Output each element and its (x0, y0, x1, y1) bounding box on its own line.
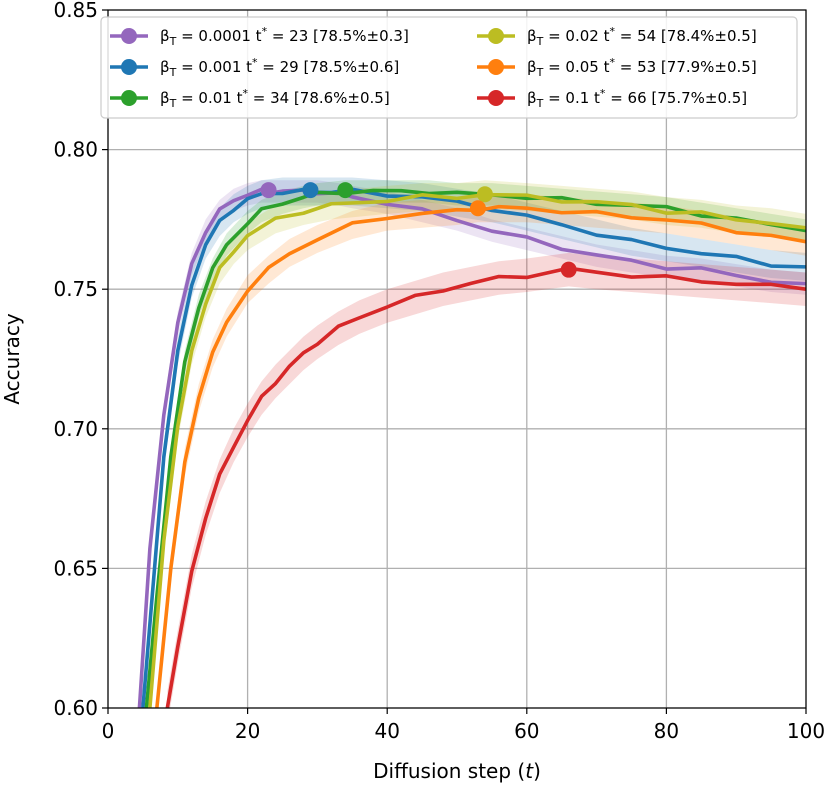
series-3-optimum-point (337, 182, 354, 199)
legend-supscript: * (609, 25, 615, 38)
series-2-band (142, 177, 806, 708)
legend-swatch-marker (488, 28, 504, 44)
y-axis-label: Accuracy (0, 313, 24, 404)
grid (107, 9, 807, 709)
series-5-optimum-point (469, 200, 486, 217)
legend-text-part: = 0.02 t (543, 27, 609, 45)
legend-box (100, 16, 798, 119)
legend-supscript: * (609, 56, 615, 69)
legend-text-part: = 34 [78.6%±0.5] (248, 89, 390, 107)
legend-label: βT = 0.02 t* = 54 [78.4%±0.5] (527, 25, 757, 48)
y-tick-label: 0.60 (53, 696, 98, 720)
legend-item-2: βT = 0.001 t* = 29 [78.5%±0.6] (110, 56, 399, 79)
legend-text-part: = 0.001 t (176, 58, 252, 76)
x-tick-label: 20 (235, 719, 260, 743)
legend-text-part: β (527, 58, 537, 76)
x-tick-label: 80 (654, 719, 679, 743)
legend-text-part: = 0.1 t (543, 89, 600, 107)
series-6-optimum-point (560, 261, 577, 278)
legend-subscript: T (169, 66, 177, 79)
series-4-optimum-point (476, 186, 493, 203)
legend-swatch-marker (121, 28, 137, 44)
legend-label: βT = 0.1 t* = 66 [75.7%±0.5] (527, 87, 747, 110)
series-1-optimum-point (260, 182, 277, 199)
legend-subscript: T (169, 97, 177, 110)
legend-swatch-marker (121, 90, 137, 106)
legend-text-part: = 66 [75.7%±0.5] (605, 89, 747, 107)
legend-text-part: = 23 [78.5%±0.3] (267, 27, 409, 45)
legend-item-3: βT = 0.01 t* = 34 [78.6%±0.5] (110, 87, 390, 110)
legend-text-part: β (160, 58, 170, 76)
legend-item-1: βT = 0.0001 t* = 23 [78.5%±0.3] (110, 25, 409, 48)
legend-text-part: β (160, 27, 170, 45)
legend-subscript: T (536, 97, 544, 110)
legend-subscript: T (169, 35, 177, 48)
legend-text-part: = 53 [77.9%±0.5] (615, 58, 757, 76)
axis-ticks: 0 20 40 60 80 100 0.60 0.65 0.70 0.75 0.80 0.85 (53, 0, 825, 743)
legend-text-part: β (527, 89, 537, 107)
legend-text-part: = 29 [78.5%±0.6] (258, 58, 400, 76)
series-6-line (165, 266, 806, 708)
legend-label: βT = 0.0001 t* = 23 [78.5%±0.3] (160, 25, 409, 48)
legend-text-part: = 54 [78.4%±0.5] (615, 27, 757, 45)
legend-swatch-marker (121, 59, 137, 75)
y-tick-label: 0.85 (53, 0, 98, 22)
x-axis-label: Diffusion step (t) (373, 759, 541, 783)
x-tick-label: 60 (514, 719, 539, 743)
y-tick-label: 0.75 (53, 277, 98, 301)
series-lines (137, 187, 806, 708)
x-tick-label: 100 (787, 719, 825, 743)
x-tick-label: 0 (102, 719, 115, 743)
y-tick-label: 0.70 (53, 417, 98, 441)
series-5-line (155, 204, 806, 708)
legend-swatch-marker (488, 59, 504, 75)
x-tick-label: 40 (374, 719, 399, 743)
legend-supscript: * (600, 87, 606, 100)
series-4-line (148, 192, 806, 708)
legend-text-part: β (527, 27, 537, 45)
legend-text-part: = 0.0001 t (176, 27, 261, 45)
legend-label: βT = 0.001 t* = 29 [78.5%±0.6] (160, 56, 399, 79)
optimum-markers (260, 182, 577, 278)
series-6-band (167, 252, 806, 708)
legend-label: βT = 0.05 t* = 53 [77.9%±0.5] (527, 56, 757, 79)
series-3-line (144, 188, 806, 708)
legend-subscript: T (536, 66, 544, 79)
legend-text-part: = 0.01 t (176, 89, 242, 107)
legend-item-4: βT = 0.02 t* = 54 [78.4%±0.5] (477, 25, 757, 48)
legend: βT = 0.0001 t* = 23 [78.5%±0.3]βT = 0.00… (100, 16, 798, 119)
legend-text-part: = 0.05 t (543, 58, 609, 76)
legend-supscript: * (262, 25, 268, 38)
legend-supscript: * (242, 87, 248, 100)
legend-item-6: βT = 0.1 t* = 66 [75.7%±0.5] (477, 87, 747, 110)
legend-supscript: * (252, 56, 258, 69)
y-tick-label: 0.80 (53, 138, 98, 162)
legend-text-part: β (160, 89, 170, 107)
plot-frame (107, 9, 807, 709)
legend-swatch-marker (488, 90, 504, 106)
legend-label: βT = 0.01 t* = 34 [78.6%±0.5] (160, 87, 390, 110)
y-tick-label: 0.65 (53, 556, 98, 580)
legend-subscript: T (536, 35, 544, 48)
legend-item-5: βT = 0.05 t* = 53 [77.9%±0.5] (477, 56, 757, 79)
series-2-optimum-point (302, 182, 319, 199)
